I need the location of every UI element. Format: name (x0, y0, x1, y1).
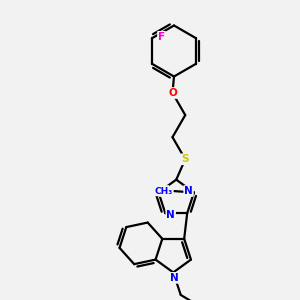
Text: N: N (166, 210, 175, 220)
Text: F: F (158, 32, 165, 42)
Text: N: N (170, 273, 179, 283)
Text: N: N (160, 186, 168, 196)
Text: O: O (168, 88, 177, 98)
Text: N: N (184, 186, 193, 196)
Text: S: S (182, 154, 189, 164)
Text: CH₃: CH₃ (155, 187, 173, 196)
